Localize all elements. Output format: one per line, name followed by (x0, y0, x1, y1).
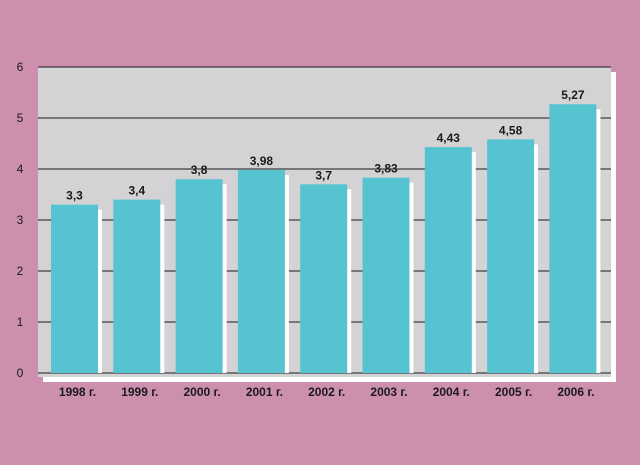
y-axis-ticks: 0 1 2 3 4 5 6 (17, 60, 24, 380)
value-labels: 3,3 3,4 3,8 3,98 3,7 3,83 4,43 4,58 5,27 (66, 88, 585, 202)
value-label: 4,58 (499, 123, 523, 137)
x-tick-label: 2004 г. (433, 385, 470, 399)
bar (362, 177, 410, 373)
value-label: 3,7 (315, 168, 332, 182)
x-tick-label: 2005 г. (495, 385, 532, 399)
bar (549, 104, 597, 373)
y-tick-label: 1 (17, 315, 24, 329)
x-tick-label: 2002 г. (308, 385, 345, 399)
value-label: 3,8 (191, 163, 208, 177)
value-label: 3,83 (374, 162, 398, 176)
x-tick-label: 2003 г. (370, 385, 407, 399)
bar (424, 147, 472, 373)
value-label: 5,27 (561, 88, 585, 102)
x-axis-ticks: 1998 г. 1999 г. 2000 г. 2001 г. 2002 г. 2003 … (59, 385, 595, 399)
bar (300, 184, 348, 373)
y-tick-label: 3 (17, 213, 24, 227)
y-tick-label: 5 (17, 111, 24, 125)
value-label: 3,4 (128, 184, 145, 198)
x-tick-label: 1998 г. (59, 385, 96, 399)
y-tick-label: 6 (17, 60, 24, 74)
value-label: 3,98 (250, 154, 274, 168)
bar (237, 170, 285, 373)
bar (175, 179, 223, 373)
value-label: 3,3 (66, 189, 83, 203)
x-tick-label: 2001 г. (246, 385, 283, 399)
x-tick-label: 2006 г. (557, 385, 594, 399)
bar (487, 139, 535, 373)
bars (51, 104, 601, 373)
bar (51, 204, 98, 373)
x-tick-label: 1999 г. (121, 385, 158, 399)
value-label: 4,43 (437, 131, 461, 145)
bar (113, 199, 161, 373)
y-tick-label: 2 (17, 264, 24, 278)
y-tick-label: 0 (17, 366, 24, 380)
y-tick-label: 4 (17, 162, 24, 176)
x-tick-label: 2000 г. (184, 385, 221, 399)
